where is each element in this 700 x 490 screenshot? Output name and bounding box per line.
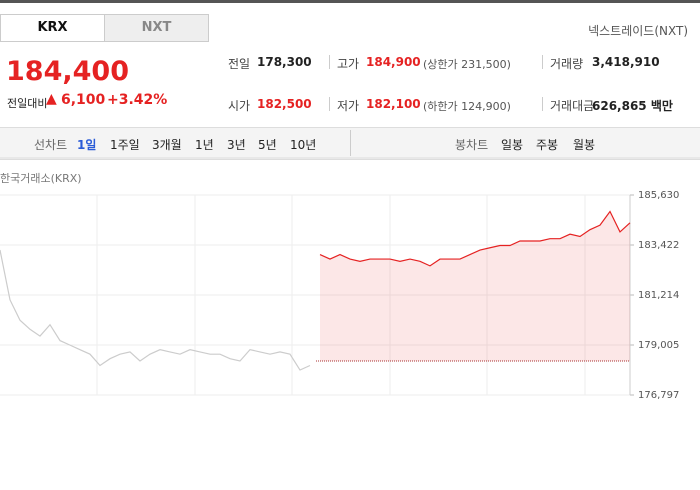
candle-button[interactable]: 월봉 [573,138,596,152]
tab[interactable]: NXT [104,14,209,42]
stat-label: 저가 [337,99,360,113]
period-button[interactable]: 1일 [77,138,97,152]
stat-value: 182,100 [366,97,421,111]
stat-extra: (하한가 124,900) [423,100,511,113]
period-button[interactable]: 3년 [227,138,246,152]
stat-label: 시가 [228,99,251,113]
stat-value: 184,900 [366,55,421,69]
area [320,211,630,361]
change-pct: +3.42% [107,92,168,108]
divider [542,97,543,111]
stat-value: 178,300 [257,55,312,69]
period-button[interactable]: 3개월 [152,138,182,152]
candle-button[interactable]: 일봉 [501,138,524,152]
period-button[interactable]: 5년 [258,138,277,152]
divider [542,55,543,69]
period-button[interactable]: 10년 [290,138,317,152]
y-tick-label: 179,005 [638,340,679,351]
y-tick-label: 181,214 [638,290,679,301]
change: 6,100 [61,92,106,108]
change-label: 전일대비 [7,97,48,110]
stat-label: 전일 [228,57,251,71]
toolbar-label: 선차트 [34,138,68,152]
nxt-link[interactable]: 넥스트레이드(NXT) [588,24,688,38]
y-tick-label: 185,630 [638,190,679,201]
y-tick-label: 183,422 [638,240,679,251]
current-price: 184,400 [6,56,129,87]
period-button[interactable]: 1주일 [110,138,140,152]
stat-label: 거래대금 [550,99,595,113]
tab[interactable]: KRX [0,14,105,42]
up-icon: ▲ [46,91,57,107]
divider [329,97,330,111]
divider [350,130,351,156]
stat-value: 626,865 백만 [592,99,673,113]
line [319,210,631,267]
stat-value: 182,500 [257,97,312,111]
y-tick-label: 176,797 [638,390,679,401]
divider [329,55,330,69]
toolbar-label: 봉차트 [455,138,489,152]
period-button[interactable]: 1년 [195,138,214,152]
candle-button[interactable]: 주봉 [536,138,559,152]
stat-extra: (상한가 231,500) [423,58,511,71]
top-border [0,0,700,3]
line [0,249,311,371]
stat-value: 3,418,910 [592,55,660,69]
stat-label: 고가 [337,57,360,71]
stat-label: 거래량 [550,57,584,71]
chart-subtitle: 한국거래소(KRX) [0,172,82,185]
